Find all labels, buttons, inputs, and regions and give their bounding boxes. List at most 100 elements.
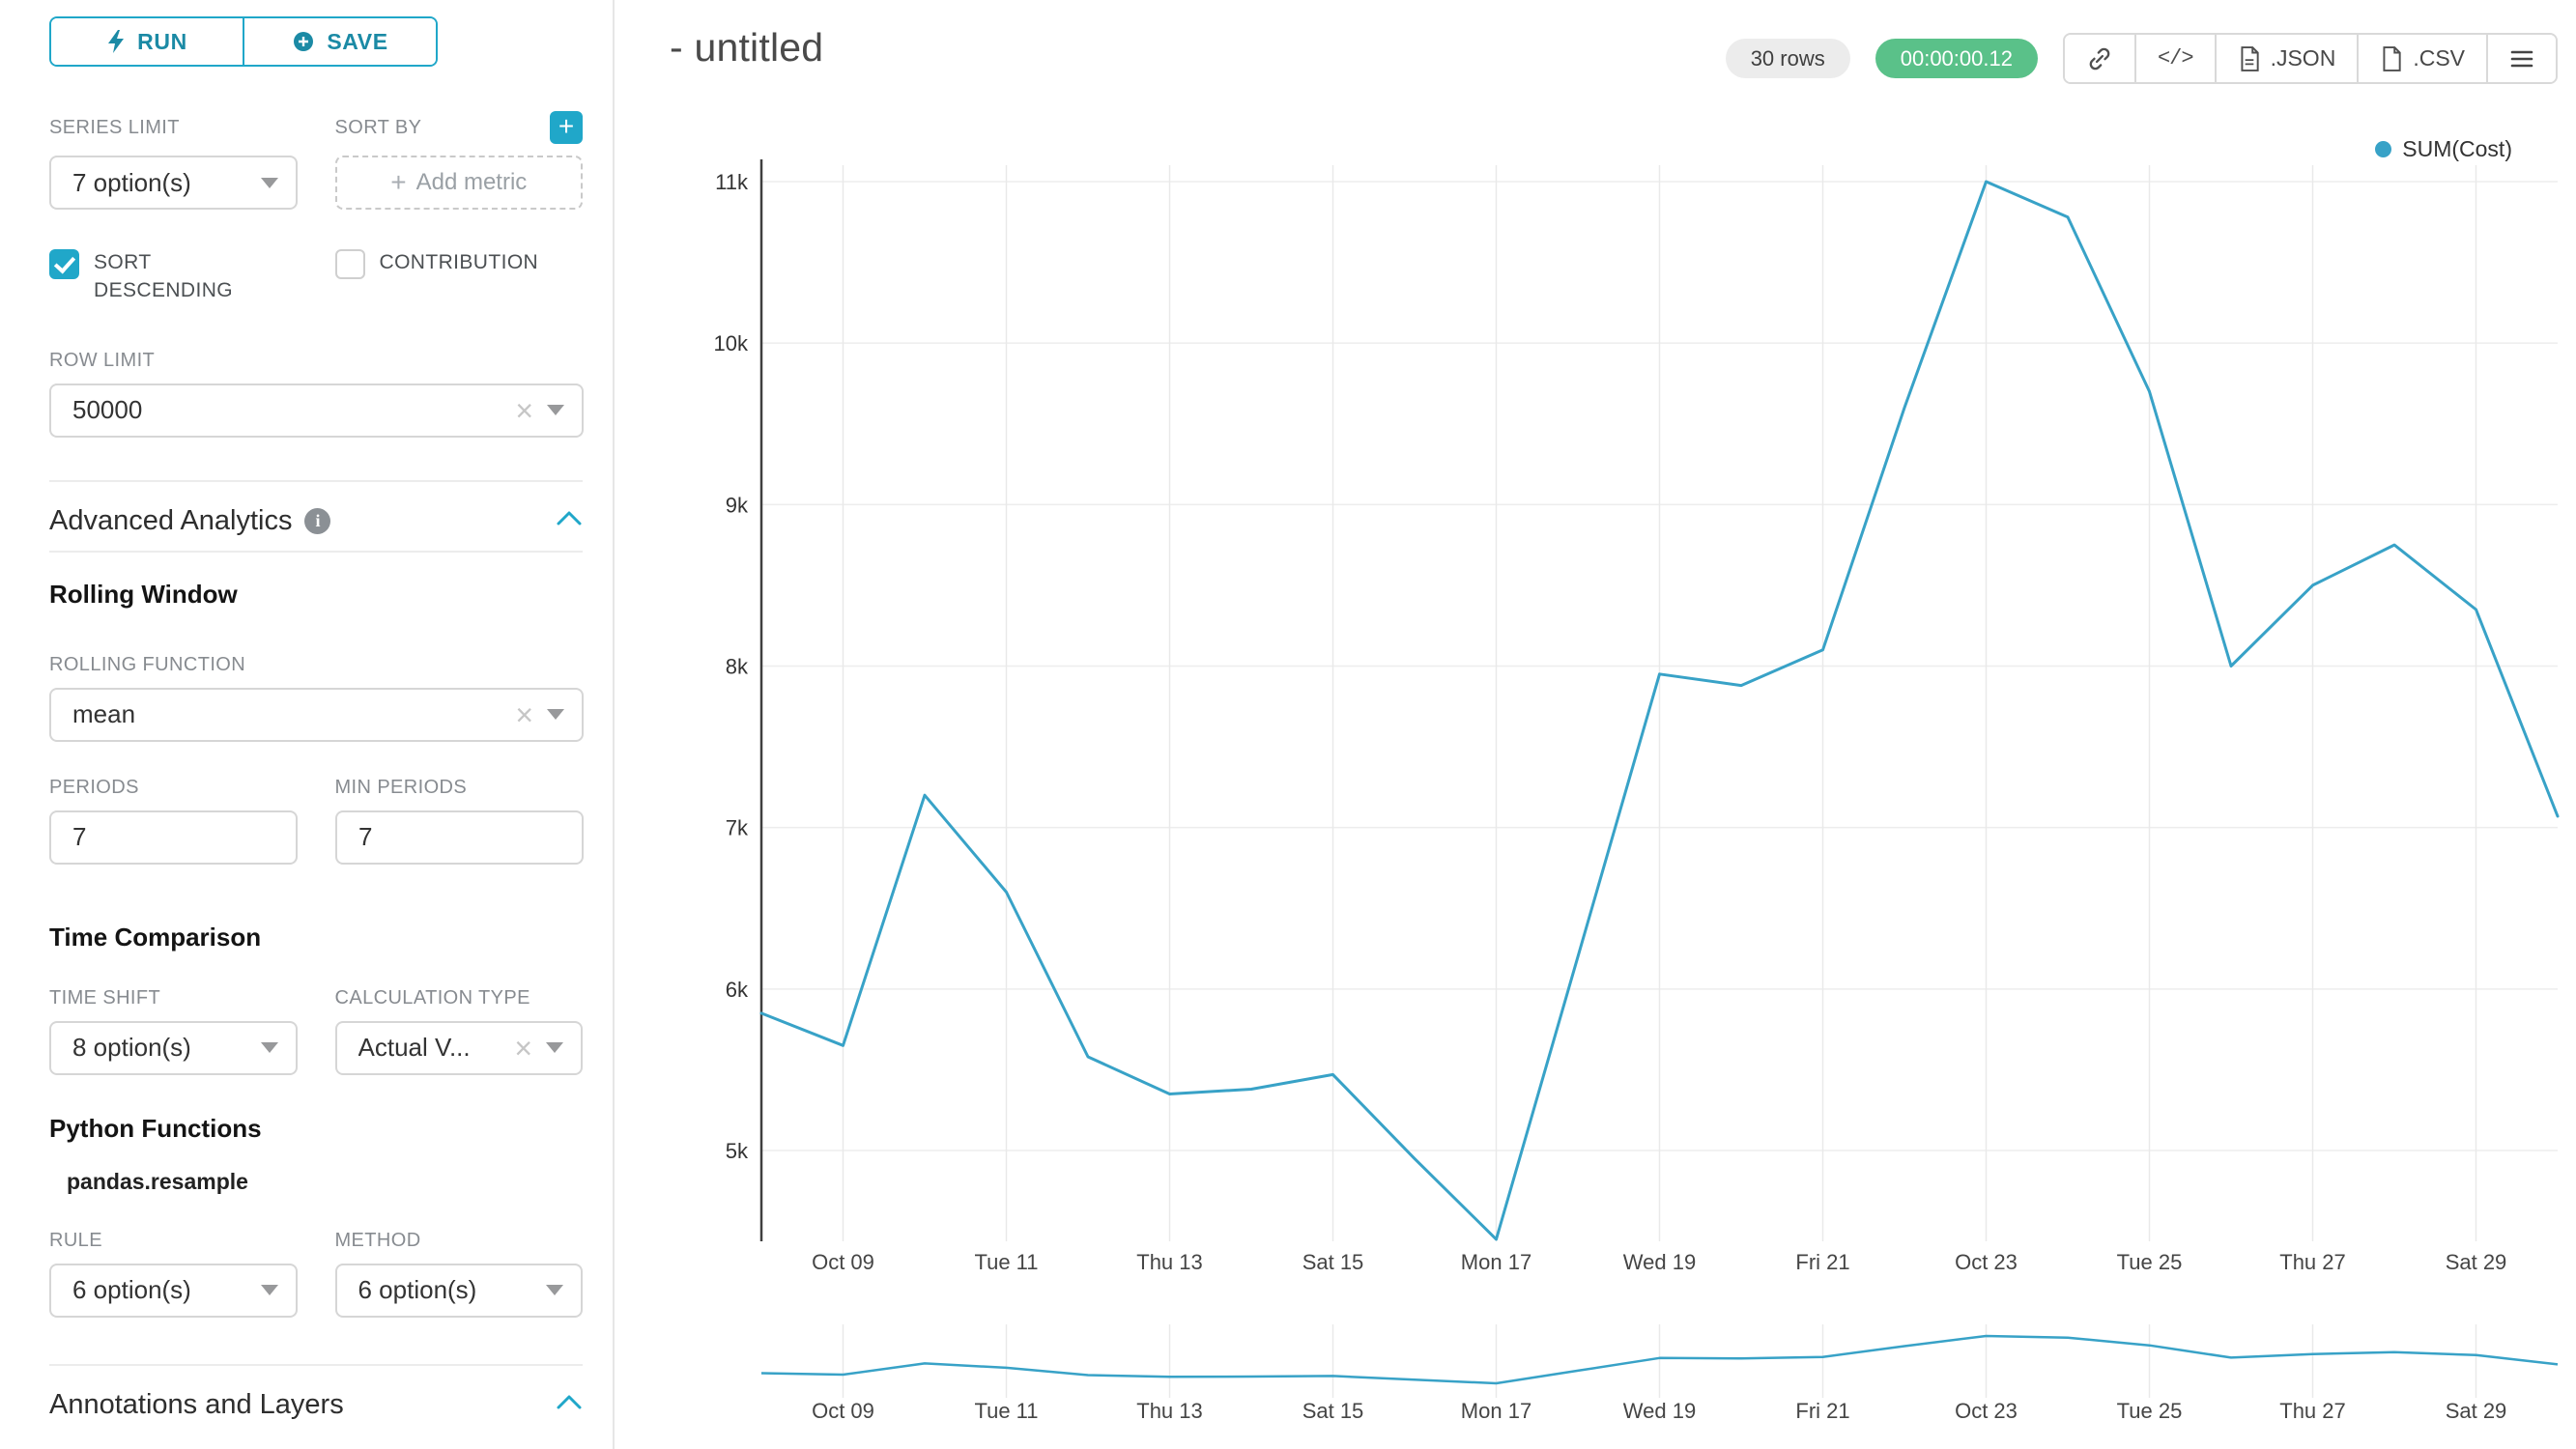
clear-icon[interactable]: × — [514, 1030, 532, 1065]
chevron-up-icon[interactable] — [556, 1394, 583, 1415]
calculation-type-value: Actual V... — [358, 1033, 471, 1063]
chevron-up-icon[interactable] — [556, 510, 583, 531]
annotations-header[interactable]: Annotations and Layers — [49, 1389, 583, 1435]
sort-descending-checkbox[interactable] — [49, 249, 79, 279]
chevron-down-icon — [546, 1042, 563, 1054]
y-axis-label: 9k — [726, 493, 749, 517]
export-button-group: </> .JSON .CSV — [2062, 33, 2558, 84]
periods-input[interactable] — [49, 810, 298, 865]
periods-label: PERIODS — [49, 776, 139, 798]
series-limit-label: SERIES LIMIT — [49, 116, 180, 138]
python-functions-title: Python Functions — [49, 1113, 262, 1143]
mini-x-axis-label: Fri 21 — [1795, 1399, 1849, 1423]
rolling-function-select[interactable]: mean × — [49, 687, 584, 742]
advanced-analytics-header[interactable]: Advanced Analytics i — [49, 505, 583, 553]
code-icon: </> — [2157, 46, 2194, 71]
csv-label: .CSV — [2413, 45, 2465, 71]
clear-icon[interactable]: × — [515, 696, 533, 732]
mini-x-axis-label: Sat 29 — [2446, 1399, 2507, 1423]
series-line — [759, 180, 2560, 1241]
mini-x-axis-label: Oct 09 — [812, 1399, 874, 1423]
x-axis-label: Thu 27 — [2279, 1250, 2346, 1274]
row-limit-label: ROW LIMIT — [49, 349, 156, 371]
json-file-icon — [2241, 45, 2259, 71]
time-shift-label: TIME SHIFT — [49, 986, 161, 1009]
add-metric-placeholder: Add metric — [415, 169, 528, 195]
x-axis-label: Mon 17 — [1461, 1250, 1531, 1274]
annotations-title: Annotations and Layers — [49, 1388, 344, 1420]
save-label: SAVE — [327, 28, 388, 54]
mini-x-axis-label: Tue 11 — [974, 1399, 1038, 1423]
series-limit-value: 7 option(s) — [72, 167, 191, 197]
pandas-resample-label: pandas.resample — [67, 1168, 248, 1194]
page-title: - untitled — [670, 25, 824, 70]
export-json-button[interactable]: .JSON — [2214, 35, 2358, 82]
mini-x-axis-label: Thu 13 — [1136, 1399, 1203, 1423]
series-limit-select[interactable]: 7 option(s) — [49, 156, 298, 210]
clear-icon[interactable]: × — [515, 392, 533, 428]
csv-file-icon — [2383, 45, 2401, 71]
rolling-window-title: Rolling Window — [49, 579, 238, 609]
run-label: RUN — [137, 28, 187, 54]
chevron-down-icon — [547, 709, 564, 721]
time-comparison-title: Time Comparison — [49, 922, 262, 952]
save-button[interactable]: SAVE — [244, 18, 436, 65]
x-axis-label: Tue 25 — [2117, 1250, 2183, 1274]
mini-x-axis-label: Oct 23 — [1955, 1399, 2018, 1423]
query-timer-badge: 00:00:00.12 — [1875, 39, 2038, 78]
x-axis-label: Tue 11 — [974, 1250, 1038, 1274]
contribution-checkbox[interactable] — [334, 249, 365, 279]
chart-legend[interactable]: SUM(Cost) — [2375, 136, 2512, 162]
time-shift-value: 8 option(s) — [72, 1033, 191, 1063]
rolling-function-label: ROLLING FUNCTION — [49, 653, 246, 675]
mini-series-line — [760, 1334, 2559, 1385]
y-axis-label: 8k — [726, 654, 749, 678]
x-axis-label: Wed 19 — [1623, 1250, 1696, 1274]
y-axis-label: 11k — [715, 170, 749, 194]
row-count-badge: 30 rows — [1725, 39, 1850, 78]
row-limit-select[interactable]: 50000 × — [49, 383, 584, 438]
y-axis-label: 7k — [726, 816, 749, 840]
min-periods-input[interactable] — [335, 810, 584, 865]
legend-label: SUM(Cost) — [2402, 136, 2512, 161]
embed-code-button[interactable]: </> — [2133, 35, 2215, 82]
json-label: .JSON — [2270, 45, 2336, 71]
copy-link-button[interactable] — [2064, 35, 2134, 82]
hamburger-icon — [2510, 50, 2533, 67]
contribution-control[interactable]: CONTRIBUTION — [334, 248, 584, 305]
mini-x-axis-label: Thu 27 — [2279, 1399, 2346, 1423]
y-axis-label: 5k — [726, 1139, 749, 1163]
x-axis-label: Fri 21 — [1795, 1250, 1849, 1274]
mini-x-axis-label: Sat 15 — [1302, 1399, 1364, 1423]
mini-x-axis-label: Tue 25 — [2117, 1399, 2183, 1423]
lightning-icon — [108, 30, 125, 53]
rule-select[interactable]: 6 option(s) — [49, 1263, 298, 1318]
chevron-down-icon — [546, 1285, 563, 1296]
chevron-down-icon — [260, 1042, 278, 1054]
min-periods-label: MIN PERIODS — [334, 776, 468, 798]
method-select[interactable]: 6 option(s) — [334, 1263, 583, 1318]
method-label: METHOD — [334, 1229, 421, 1251]
chevron-down-icon — [260, 177, 278, 188]
chart-panel: - untitled 30 rows 00:00:00.12 </> — [615, 0, 2576, 1449]
add-sort-metric-button[interactable]: + — [550, 111, 583, 144]
plus-circle-icon — [294, 32, 314, 51]
info-icon: i — [304, 507, 331, 534]
sort-descending-control[interactable]: SORT DESCENDING — [49, 248, 298, 305]
chevron-down-icon — [260, 1285, 278, 1296]
x-axis-label: Oct 09 — [812, 1250, 874, 1274]
chart-menu-button[interactable] — [2486, 35, 2556, 82]
rolling-function-value: mean — [72, 699, 136, 729]
advanced-analytics-title: Advanced Analytics — [49, 504, 293, 536]
x-axis-label: Sat 15 — [1302, 1250, 1364, 1274]
run-button[interactable]: RUN — [51, 18, 244, 65]
link-icon — [2089, 47, 2110, 70]
time-shift-select[interactable]: 8 option(s) — [49, 1020, 298, 1075]
calculation-type-select[interactable]: Actual V... × — [334, 1020, 583, 1075]
run-save-group: RUN SAVE — [49, 16, 438, 67]
rule-label: RULE — [49, 1229, 102, 1251]
calculation-type-label: CALCULATION TYPE — [334, 986, 530, 1009]
time-series-chart[interactable]: 5k 6k 7k 8k 9k 10k 11k Oct 09 Oct 09 Tue 11 Tue 11… — [615, 0, 2576, 1449]
export-csv-button[interactable]: .CSV — [2357, 35, 2486, 82]
sort-by-add-metric[interactable]: + Add metric — [334, 156, 583, 210]
